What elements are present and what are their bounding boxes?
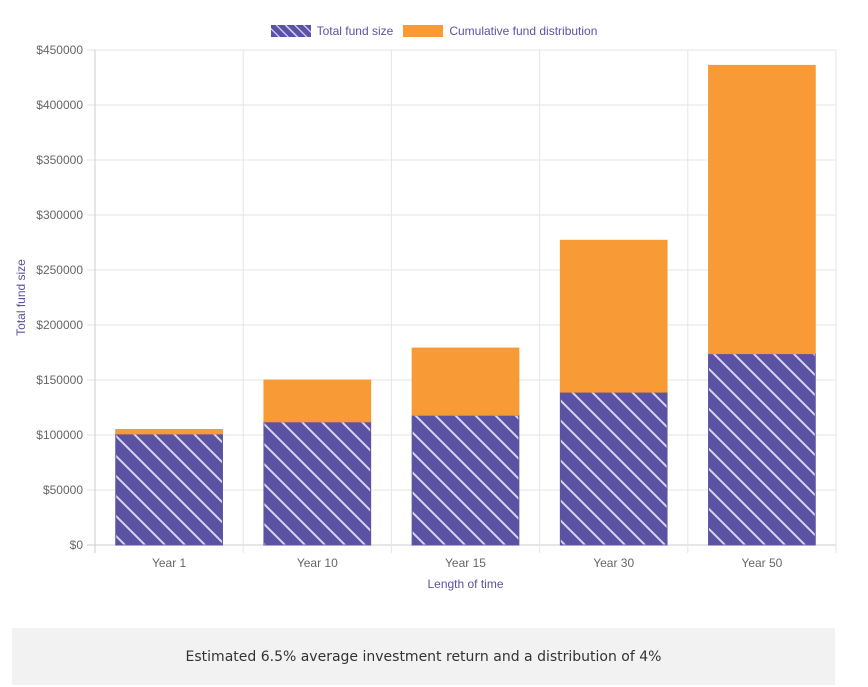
bar-cumulative-distribution-4 [559, 239, 668, 393]
x-tick-label: Year 15 [445, 556, 486, 570]
bar-chart: $0 $50000 $100000 $150000 $200000 $250000 $300… [14, 43, 837, 591]
bar-total-fund-size-5 [708, 353, 816, 546]
caption-box: Estimated 6.5% average investment return… [12, 628, 835, 685]
legend-item-cumulative-distribution[interactable]: Cumulative fund distribution [403, 24, 597, 38]
legend-label-cumulative-distribution: Cumulative fund distribution [449, 24, 598, 38]
y-tick-label: $450000 [36, 43, 83, 57]
y-tick-label: $200000 [36, 318, 83, 332]
y-tick-label: $400000 [36, 98, 83, 112]
x-axis-title: Length of time [427, 577, 503, 591]
chart-area: Total fund size Cumulative fund distribu… [0, 24, 868, 591]
y-tick-label: $100000 [36, 428, 83, 442]
chart-legend: Total fund size Cumulative fund distribu… [0, 24, 868, 38]
x-tick-label: Year 1 [152, 556, 187, 570]
y-tick-label: $350000 [36, 153, 83, 167]
bar-total-fund-size-3 [411, 414, 520, 546]
legend-item-total-fund-size[interactable]: Total fund size [270, 24, 394, 38]
bar-total-fund-size-4 [559, 391, 668, 546]
bar-total-fund-size-1 [115, 433, 223, 546]
legend-swatch-total-fund-size [270, 25, 311, 37]
y-tick-label: $250000 [36, 263, 83, 277]
bar-cumulative-distribution-3 [411, 347, 520, 416]
y-axis-title: Total fund size [14, 259, 28, 336]
legend-swatch-cumulative-distribution [403, 25, 444, 37]
bar-total-fund-size-2 [263, 421, 372, 546]
x-tick-label: Year 10 [297, 556, 338, 570]
bar-cumulative-distribution-5 [708, 64, 816, 355]
y-tick-label: $50000 [43, 483, 83, 497]
y-tick-label: $300000 [36, 208, 83, 222]
bar-cumulative-distribution-2 [263, 379, 372, 423]
x-tick-label: Year 50 [741, 556, 782, 570]
caption-text: Estimated 6.5% average investment return… [185, 648, 662, 665]
legend-label-total-fund-size: Total fund size [316, 24, 394, 38]
x-tick-label: Year 30 [593, 556, 634, 570]
y-tick-label: $150000 [36, 373, 83, 387]
bar-cumulative-distribution-1 [115, 429, 223, 435]
y-tick-label: $0 [70, 538, 84, 552]
